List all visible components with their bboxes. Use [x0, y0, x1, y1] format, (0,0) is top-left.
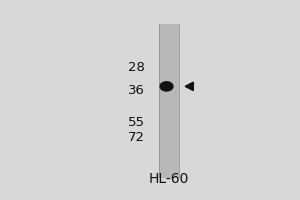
Text: 28: 28 — [128, 61, 145, 74]
Text: 36: 36 — [128, 84, 145, 97]
Polygon shape — [185, 82, 193, 91]
Text: HL-60: HL-60 — [149, 172, 189, 186]
Bar — [159, 24, 179, 178]
Ellipse shape — [160, 82, 173, 91]
Text: 72: 72 — [128, 131, 145, 144]
Text: 55: 55 — [128, 116, 145, 129]
